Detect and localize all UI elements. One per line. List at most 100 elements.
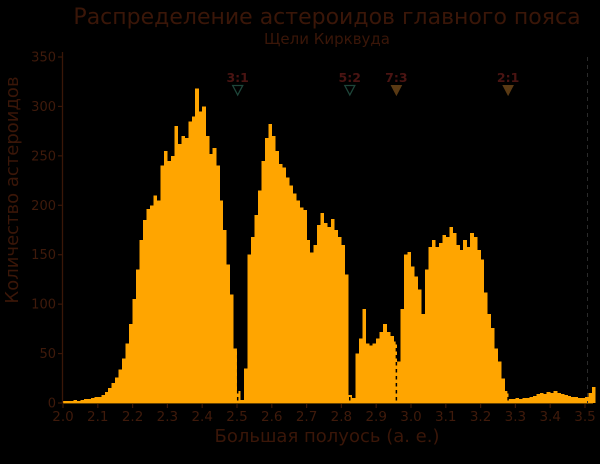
histogram-bar bbox=[261, 160, 265, 403]
histogram-bar bbox=[498, 361, 502, 403]
histogram-bar bbox=[588, 393, 593, 403]
histogram-bar bbox=[494, 348, 499, 403]
histogram-bar bbox=[456, 244, 460, 403]
histogram-bar bbox=[487, 314, 492, 403]
histogram-bar bbox=[567, 396, 572, 403]
histogram-bar bbox=[553, 391, 558, 403]
x-tick-label: 2.4 bbox=[191, 409, 212, 425]
histogram-bar bbox=[400, 309, 405, 403]
histogram-bar bbox=[285, 177, 290, 403]
histogram-bar bbox=[424, 269, 429, 403]
histogram-bar bbox=[296, 200, 300, 403]
histogram-bar bbox=[442, 234, 446, 403]
histogram-bar bbox=[522, 398, 526, 403]
histogram-bar bbox=[226, 264, 231, 403]
histogram-bar bbox=[390, 335, 394, 403]
resonance-label: 7:3 bbox=[385, 70, 407, 85]
histogram-bar bbox=[219, 200, 224, 403]
histogram-bar bbox=[337, 236, 342, 403]
histogram-bar bbox=[317, 225, 321, 403]
histogram-bar bbox=[271, 136, 276, 403]
x-tick-label: 2.2 bbox=[122, 409, 143, 425]
histogram-bar bbox=[299, 207, 304, 403]
histogram-bar bbox=[209, 153, 213, 403]
histogram-bar bbox=[94, 397, 98, 403]
histogram-bar bbox=[191, 116, 196, 403]
x-tick-label: 2.6 bbox=[261, 409, 282, 425]
histogram-bar bbox=[136, 269, 140, 403]
histogram-bar bbox=[150, 205, 154, 403]
histogram-bar bbox=[243, 368, 248, 403]
histogram-bar bbox=[146, 209, 151, 403]
histogram-bar bbox=[163, 150, 168, 403]
histogram-bar bbox=[174, 126, 178, 403]
histogram-bar bbox=[560, 394, 565, 403]
histogram-bar bbox=[115, 377, 119, 403]
x-tick-label: 2.7 bbox=[296, 409, 317, 425]
histogram-bar bbox=[97, 397, 102, 403]
histogram-bar bbox=[470, 232, 474, 403]
x-axis-baseline bbox=[63, 401, 593, 404]
histogram-bar bbox=[254, 215, 259, 403]
histogram-bar bbox=[87, 399, 91, 403]
histogram-bar bbox=[230, 294, 234, 403]
histogram-bar bbox=[546, 392, 551, 403]
histogram-bar bbox=[480, 259, 485, 403]
histogram-bar bbox=[104, 392, 109, 403]
histogram-bar bbox=[223, 230, 227, 403]
histogram-bar bbox=[125, 343, 130, 403]
histogram-bar bbox=[578, 398, 582, 403]
histogram-bar bbox=[170, 155, 175, 403]
x-axis-title: Большая полуось (а. е.) bbox=[214, 426, 440, 447]
histogram-bar bbox=[421, 314, 426, 403]
histogram-bar bbox=[324, 223, 328, 403]
resonance-marker-filled-triangle-icon bbox=[502, 85, 514, 97]
histogram-bar bbox=[463, 239, 467, 403]
histogram-bar bbox=[184, 138, 189, 403]
histogram-bar bbox=[264, 138, 269, 403]
histogram-bar bbox=[351, 398, 356, 403]
histogram-bar bbox=[525, 398, 530, 403]
histogram-bar bbox=[320, 213, 325, 403]
histogram-bar bbox=[327, 227, 332, 403]
histogram-bar bbox=[585, 397, 589, 403]
histogram-bar bbox=[167, 160, 172, 403]
y-tick-label: 100 bbox=[31, 298, 56, 313]
histogram-bar bbox=[289, 185, 293, 403]
histogram-bar bbox=[511, 399, 516, 403]
histogram-bar bbox=[313, 244, 318, 403]
histogram-bar bbox=[501, 378, 506, 403]
histogram-bar bbox=[341, 244, 346, 403]
x-tick-label: 2.8 bbox=[331, 409, 352, 425]
histogram-bar bbox=[310, 252, 314, 403]
histogram-bar bbox=[379, 331, 384, 403]
histogram-bar bbox=[574, 397, 579, 403]
resonance-marker-hollow-triangle-icon bbox=[343, 84, 356, 97]
x-tick-label: 2.3 bbox=[157, 409, 178, 425]
histogram-bar bbox=[397, 361, 401, 403]
resonance-marker-filled-triangle-icon bbox=[390, 85, 403, 97]
histogram-bar bbox=[515, 398, 520, 403]
resonance-label: 5:2 bbox=[339, 70, 361, 85]
histogram-bar bbox=[303, 210, 307, 403]
histogram-bar bbox=[484, 292, 488, 403]
histogram-bar bbox=[90, 398, 95, 403]
histogram-bar bbox=[466, 246, 471, 403]
histogram-bar bbox=[591, 387, 596, 403]
x-tick-label: 3.0 bbox=[400, 409, 421, 425]
histogram-bar bbox=[383, 323, 387, 403]
x-tick-label: 2.5 bbox=[226, 409, 247, 425]
histogram-bar bbox=[404, 254, 408, 403]
histogram-bar bbox=[445, 236, 450, 403]
histogram-bar bbox=[536, 394, 540, 403]
resonance-label: 3:1 bbox=[226, 70, 248, 85]
y-tick-label: 300 bbox=[31, 100, 56, 115]
histogram-bar bbox=[198, 111, 203, 404]
x-tick-label: 2.9 bbox=[365, 409, 386, 425]
y-tick-label: 50 bbox=[39, 347, 56, 362]
histogram-bar bbox=[532, 396, 537, 403]
histogram-bar bbox=[282, 167, 286, 403]
histogram-bar bbox=[473, 236, 478, 403]
